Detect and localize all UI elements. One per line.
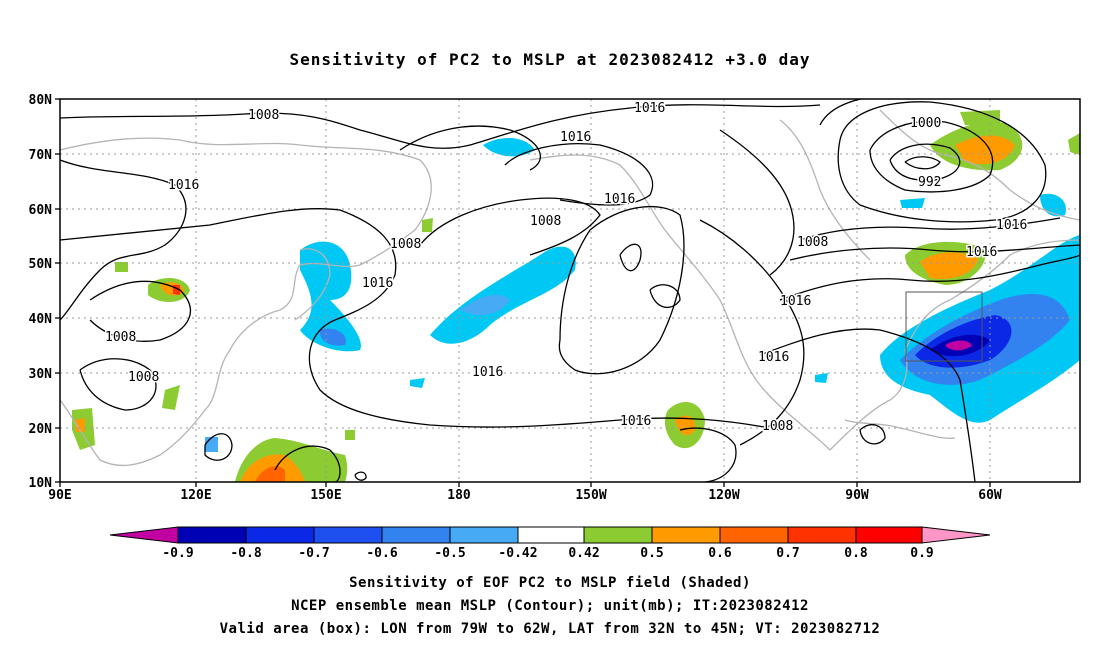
lat-label: 20N (29, 422, 53, 437)
axis-ticks (55, 98, 991, 487)
contour-label: 1016 (996, 218, 1027, 233)
contour-label: 1008 (128, 370, 159, 385)
contour-label: 1000 (910, 116, 941, 131)
colorbar-label: 0.6 (708, 546, 732, 561)
lat-label: 50N (29, 257, 53, 272)
colorbar-label: -0.42 (498, 546, 537, 561)
contour-label: 1008 (248, 108, 279, 123)
colorbar-label: 0.42 (568, 546, 599, 561)
lon-label: 180 (447, 488, 471, 503)
lon-label: 150W (575, 488, 606, 503)
contour-label: 1016 (620, 414, 651, 429)
lon-label: 150E (310, 488, 341, 503)
lat-label: 80N (29, 93, 53, 108)
lat-label: 40N (29, 312, 53, 327)
contour-label: 1016 (966, 245, 997, 260)
contour-label: 1016 (780, 294, 811, 309)
colorbar-cell (517, 526, 585, 544)
colorbar-cell (787, 526, 857, 544)
colorbar-cell (449, 526, 519, 544)
colorbar-label: 0.7 (776, 546, 799, 561)
colorbar-label: 0.8 (844, 546, 868, 561)
colorbar-label: -0.8 (230, 546, 261, 561)
caption-line-3: Valid area (box): LON from 79W to 62W, L… (219, 621, 881, 637)
colorbar-cell (313, 526, 383, 544)
lat-label: 60N (29, 203, 53, 218)
colorbar-labels: -0.9 -0.8 -0.7 -0.6 -0.5 -0.42 0.42 0.5 … (162, 546, 933, 561)
colorbar-cell (245, 526, 315, 544)
colorbar-label: -0.9 (162, 546, 193, 561)
mslp-contours (60, 99, 1080, 482)
colorbar-cell (381, 526, 451, 544)
contour-label: 1016 (758, 350, 789, 365)
contour-label: 1016 (604, 192, 635, 207)
contour-label: 992 (918, 175, 941, 190)
lon-label: 90W (845, 488, 869, 503)
caption-line-2: NCEP ensemble mean MSLP (Contour); unit(… (291, 598, 809, 614)
contour-label: 1008 (105, 330, 136, 345)
shaded-sensitivity (72, 110, 1080, 482)
lon-label: 60W (978, 488, 1002, 503)
contour-labels: 1008 1016 1008 1016 1008 1016 1008 1008 … (104, 100, 1029, 436)
colorbar-cell (177, 526, 247, 544)
grid (60, 99, 1080, 482)
lon-label: 120E (180, 488, 211, 503)
colorbar-cell (109, 526, 179, 544)
lat-label: 10N (29, 476, 53, 491)
colorbar-cell (921, 526, 991, 544)
colorbar-label: 0.5 (640, 546, 663, 561)
colorbar-cell (855, 526, 923, 544)
colorbar-label: 0.9 (910, 546, 933, 561)
lat-label: 30N (29, 367, 53, 382)
colorbar-cell (651, 526, 721, 544)
lon-labels: 90E 120E 150E 180 150W 120W 90W 60W (48, 488, 1002, 503)
lat-label: 70N (29, 148, 53, 163)
colorbar-label: -0.7 (298, 546, 329, 561)
contour-label: 1016 (472, 365, 503, 380)
colorbar-cell (583, 526, 653, 544)
contour-label: 1016 (560, 130, 591, 145)
contour-label: 1016 (362, 276, 393, 291)
colorbar-label: -0.6 (366, 546, 397, 561)
coastlines (60, 109, 1080, 467)
map-frame (59, 98, 1081, 483)
contour-label: 1008 (390, 237, 421, 252)
contour-label: 1008 (797, 235, 828, 250)
map-title: Sensitivity of PC2 to MSLP at 2023082412… (289, 50, 811, 69)
lon-label: 90E (48, 488, 71, 503)
contour-label: 1016 (168, 178, 199, 193)
colorbar-label: -0.5 (434, 546, 465, 561)
contour-label: 1008 (530, 214, 561, 229)
contour-label: 1008 (762, 419, 793, 434)
lat-labels: 80N 70N 60N 50N 40N 30N 20N 10N (29, 93, 53, 491)
map-area: 1008 1016 1008 1016 1008 1016 1008 1008 … (60, 99, 1080, 482)
colorbar-cell (719, 526, 789, 544)
caption-line-1: Sensitivity of EOF PC2 to MSLP field (Sh… (349, 575, 751, 591)
valid-area-box (905, 291, 983, 362)
contour-label: 1016 (634, 101, 665, 116)
colorbar (109, 526, 991, 544)
lon-label: 120W (708, 488, 739, 503)
